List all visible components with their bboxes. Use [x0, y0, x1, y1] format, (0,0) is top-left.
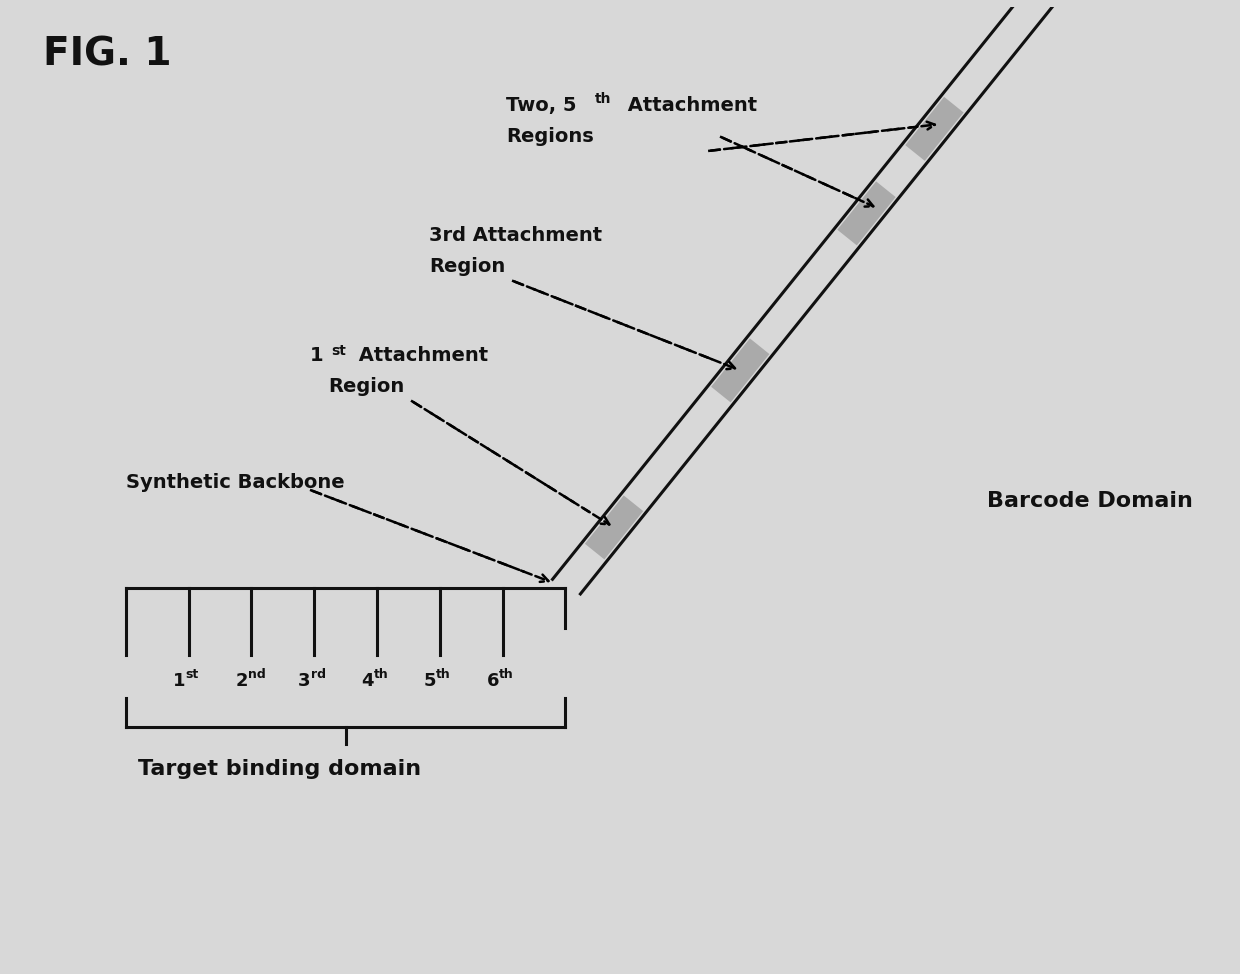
Text: Attachment: Attachment: [352, 346, 487, 365]
Text: st: st: [331, 345, 346, 358]
Text: Target binding domain: Target binding domain: [138, 759, 420, 778]
Text: Region: Region: [429, 257, 505, 276]
Text: rd: rd: [311, 667, 326, 681]
Text: FIG. 1: FIG. 1: [42, 36, 171, 74]
Text: 2: 2: [236, 672, 248, 691]
Text: th: th: [595, 92, 611, 106]
Text: 4: 4: [361, 672, 373, 691]
Text: st: st: [185, 667, 198, 681]
Text: Two, 5: Two, 5: [506, 96, 577, 116]
Text: 1: 1: [310, 346, 324, 365]
Text: Synthetic Backbone: Synthetic Backbone: [125, 472, 345, 492]
Text: nd: nd: [248, 667, 265, 681]
Text: Regions: Regions: [506, 128, 594, 146]
Text: 1: 1: [172, 672, 185, 691]
Text: th: th: [436, 667, 451, 681]
Text: th: th: [373, 667, 388, 681]
Text: Attachment: Attachment: [621, 96, 758, 116]
Text: th: th: [500, 667, 513, 681]
Text: 6: 6: [486, 672, 500, 691]
Text: 3rd Attachment: 3rd Attachment: [429, 226, 601, 245]
Text: 3: 3: [298, 672, 311, 691]
Text: Region: Region: [327, 377, 404, 395]
Text: 5: 5: [424, 672, 436, 691]
Text: Barcode Domain: Barcode Domain: [987, 492, 1193, 511]
